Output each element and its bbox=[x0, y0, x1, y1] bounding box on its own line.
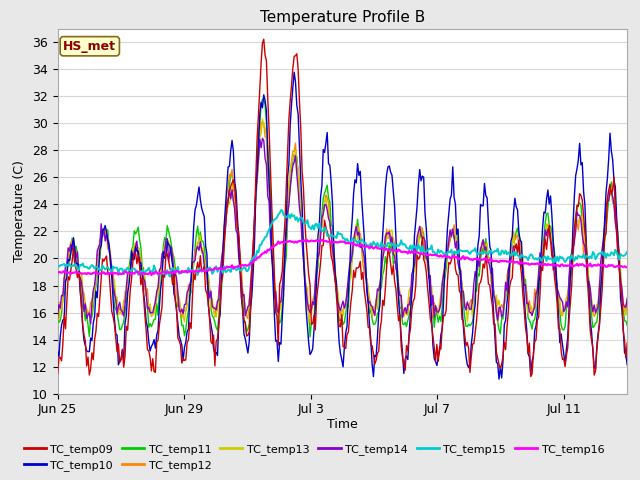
TC_temp13 bbox=[507, 252, 515, 258]
TC_temp09 bbox=[494, 355, 502, 361]
TC_temp14 bbox=[579, 232, 586, 238]
TC_temp12 bbox=[579, 219, 586, 225]
TC_temp13 bbox=[387, 228, 394, 234]
TC_temp09 bbox=[450, 251, 458, 257]
TC_temp09 bbox=[385, 250, 393, 256]
TC_temp13 bbox=[579, 213, 586, 219]
TC_temp09 bbox=[260, 36, 268, 42]
Legend: TC_temp09, TC_temp10, TC_temp11, TC_temp12, TC_temp13, TC_temp14, TC_temp15, TC_: TC_temp09, TC_temp10, TC_temp11, TC_temp… bbox=[19, 439, 609, 476]
TC_temp16 bbox=[318, 237, 326, 243]
TC_temp11 bbox=[259, 96, 266, 102]
TC_temp15 bbox=[579, 254, 586, 260]
TC_temp10 bbox=[97, 243, 105, 249]
Line: TC_temp14: TC_temp14 bbox=[58, 138, 627, 324]
TC_temp10 bbox=[507, 239, 515, 244]
TC_temp13 bbox=[259, 116, 266, 122]
TC_temp16 bbox=[452, 254, 460, 260]
TC_temp11 bbox=[495, 326, 503, 332]
TC_temp09 bbox=[579, 197, 586, 203]
TC_temp14 bbox=[259, 135, 266, 141]
Line: TC_temp15: TC_temp15 bbox=[58, 210, 627, 276]
TC_temp10 bbox=[450, 194, 458, 200]
Text: HS_met: HS_met bbox=[63, 40, 116, 53]
Line: TC_temp09: TC_temp09 bbox=[58, 39, 627, 376]
TC_temp11 bbox=[306, 334, 314, 340]
TC_temp12 bbox=[257, 120, 265, 125]
TC_temp11 bbox=[97, 238, 105, 244]
TC_temp12 bbox=[507, 252, 515, 257]
TC_temp15 bbox=[452, 251, 460, 257]
TC_temp12 bbox=[495, 310, 503, 316]
TC_temp11 bbox=[623, 323, 631, 328]
TC_temp11 bbox=[452, 232, 460, 238]
TC_temp16 bbox=[507, 259, 515, 264]
TC_temp12 bbox=[385, 228, 393, 234]
TC_temp13 bbox=[305, 319, 312, 325]
TC_temp11 bbox=[54, 314, 61, 320]
TC_temp10 bbox=[291, 70, 298, 75]
TC_temp13 bbox=[495, 298, 503, 303]
TC_temp10 bbox=[385, 163, 393, 169]
TC_temp14 bbox=[387, 240, 394, 245]
TC_temp10 bbox=[579, 160, 586, 166]
TC_temp16 bbox=[579, 261, 586, 267]
TC_temp16 bbox=[495, 259, 503, 265]
TC_temp14 bbox=[99, 234, 106, 240]
TC_temp16 bbox=[97, 270, 105, 276]
TC_temp15 bbox=[54, 263, 61, 269]
Line: TC_temp16: TC_temp16 bbox=[58, 240, 627, 275]
TC_temp12 bbox=[54, 301, 61, 307]
TC_temp14 bbox=[507, 256, 515, 262]
TC_temp13 bbox=[54, 308, 61, 313]
TC_temp13 bbox=[452, 230, 460, 236]
Y-axis label: Temperature (C): Temperature (C) bbox=[13, 160, 26, 262]
TC_temp16 bbox=[148, 272, 156, 278]
TC_temp15 bbox=[166, 274, 174, 279]
TC_temp09 bbox=[527, 373, 534, 379]
TC_temp12 bbox=[623, 312, 631, 317]
TC_temp16 bbox=[623, 264, 631, 270]
TC_temp14 bbox=[452, 245, 460, 251]
Line: TC_temp12: TC_temp12 bbox=[58, 122, 627, 322]
TC_temp15 bbox=[623, 249, 631, 255]
Line: TC_temp10: TC_temp10 bbox=[58, 72, 627, 379]
TC_temp12 bbox=[97, 239, 105, 245]
TC_temp15 bbox=[387, 241, 394, 247]
TC_temp10 bbox=[495, 376, 503, 382]
TC_temp09 bbox=[97, 276, 105, 281]
TC_temp14 bbox=[623, 295, 631, 301]
TC_temp14 bbox=[87, 321, 95, 327]
TC_temp09 bbox=[54, 371, 61, 377]
TC_temp15 bbox=[495, 252, 503, 257]
TC_temp13 bbox=[97, 244, 105, 250]
TC_temp16 bbox=[387, 248, 394, 253]
Line: TC_temp11: TC_temp11 bbox=[58, 99, 627, 337]
TC_temp15 bbox=[277, 207, 285, 213]
TC_temp10 bbox=[54, 348, 61, 354]
TC_temp10 bbox=[494, 360, 502, 366]
TC_temp10 bbox=[623, 362, 631, 368]
X-axis label: Time: Time bbox=[327, 418, 358, 431]
Title: Temperature Profile B: Temperature Profile B bbox=[260, 10, 425, 25]
TC_temp09 bbox=[623, 340, 631, 346]
TC_temp12 bbox=[450, 222, 458, 228]
TC_temp12 bbox=[494, 319, 502, 325]
TC_temp15 bbox=[97, 267, 105, 273]
TC_temp11 bbox=[579, 218, 586, 224]
TC_temp14 bbox=[54, 316, 61, 322]
TC_temp14 bbox=[495, 304, 503, 310]
TC_temp11 bbox=[507, 256, 515, 262]
TC_temp16 bbox=[54, 270, 61, 276]
Line: TC_temp13: TC_temp13 bbox=[58, 119, 627, 322]
TC_temp15 bbox=[507, 252, 515, 258]
TC_temp13 bbox=[623, 306, 631, 312]
TC_temp11 bbox=[387, 250, 394, 256]
TC_temp09 bbox=[506, 284, 513, 290]
